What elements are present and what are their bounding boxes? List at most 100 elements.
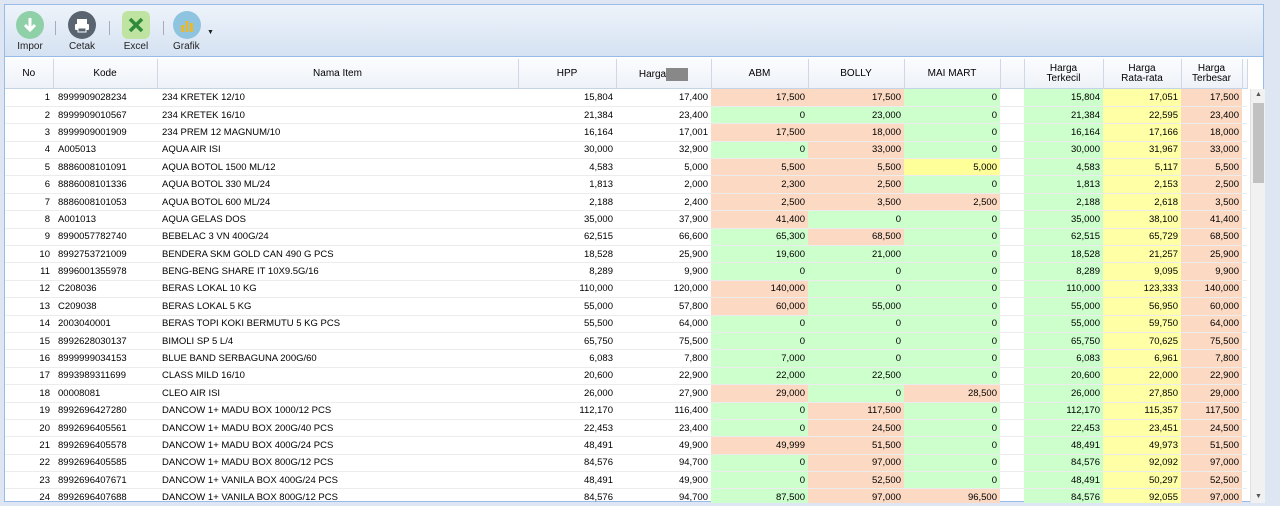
table-row[interactable]: 4 A005013 AQUA AIR ISI 30,000 32,900 0 33,000 0…	[5, 141, 1247, 160]
nama-item-cell: BENDERA SKM GOLD CAN 490 G PCS	[157, 245, 518, 264]
price-grid: No Kode Nama Item HPP Harga ABM BOLLY MA…	[5, 59, 1265, 503]
hpp-cell: 112,170	[518, 402, 616, 420]
abm-cell: 17,500	[711, 123, 808, 142]
end-cell	[1242, 193, 1247, 212]
harga-terkecil-cell: 62,515	[1024, 228, 1103, 247]
table-row[interactable]: 14 2003040001 BERAS TOPI KOKI BERMUTU 5 KG…	[5, 315, 1247, 333]
harga-terbesar-cell: 24,500	[1181, 419, 1242, 438]
harga-cell: 9,900	[616, 262, 711, 281]
print-button[interactable]: Cetak	[65, 11, 99, 55]
table-row[interactable]: 17 8993989311699 CLASS MILD 16/10 20,600 22,…	[5, 367, 1247, 386]
abm-cell: 140,000	[711, 280, 808, 299]
table-row[interactable]: 22 8992696405585 DANCOW 1+ MADU BOX 800G/1…	[5, 454, 1247, 473]
end-cell	[1242, 262, 1247, 281]
scrollbar-thumb[interactable]	[1253, 103, 1264, 183]
harga-cell: 17,001	[616, 123, 711, 142]
col-header-harga-terkecil[interactable]: Harga Terkecil	[1024, 59, 1104, 89]
end-cell	[1242, 141, 1247, 160]
harga-rata-rata-cell: 22,595	[1103, 106, 1181, 125]
row-number: 9	[5, 228, 53, 247]
row-number: 6	[5, 175, 53, 194]
kode-cell: 8886008101053	[53, 193, 157, 212]
table-row[interactable]: 6 8886008101336 AQUA BOTOL 330 ML/24 1,813 2…	[5, 175, 1247, 194]
table-row[interactable]: 8 A001013 AQUA GELAS DOS 35,000 37,900 41,400…	[5, 210, 1247, 229]
table-row[interactable]: 10 8992753721009 BENDERA SKM GOLD CAN 490 …	[5, 245, 1247, 264]
table-row[interactable]: 15 8992628030137 BIMOLI SP 5 L/4 65,750 75,5…	[5, 332, 1247, 351]
printer-icon	[68, 11, 96, 39]
row-number: 24	[5, 488, 53, 503]
col-header-abm[interactable]: ABM	[711, 59, 809, 89]
abm-cell: 0	[711, 454, 808, 473]
end-cell	[1242, 158, 1247, 177]
col-header-mai-mart[interactable]: MAI MART	[904, 59, 1001, 89]
col-header-harga-rata-rata[interactable]: Harga Rata-rata	[1103, 59, 1182, 89]
harga-rata-rata-cell: 56,950	[1103, 297, 1181, 316]
mai-mart-cell: 0	[904, 315, 1000, 333]
table-row[interactable]: 2 8999909010567 234 KRETEK 16/10 21,384 23,4…	[5, 106, 1247, 125]
table-row[interactable]: 24 8992696407688 DANCOW 1+ VANILA BOX 800G…	[5, 488, 1247, 503]
table-row[interactable]: 11 8996001355978 BENG-BENG SHARE IT 10X9.5…	[5, 262, 1247, 281]
table-row[interactable]: 7 8886008101053 AQUA BOTOL 600 ML/24 2,188 2…	[5, 193, 1247, 212]
end-cell	[1242, 210, 1247, 229]
excel-label: Excel	[123, 41, 149, 52]
scroll-down-arrow-icon[interactable]: ▼	[1255, 493, 1262, 500]
chevron-down-icon[interactable]: ▼	[207, 29, 214, 36]
harga-terkecil-cell: 112,170	[1024, 402, 1103, 420]
end-cell	[1242, 89, 1247, 107]
col-header-harga[interactable]: Harga	[616, 59, 712, 89]
abm-cell: 29,000	[711, 384, 808, 403]
hpp-cell: 110,000	[518, 280, 616, 299]
scroll-up-arrow-icon[interactable]: ▲	[1255, 91, 1262, 98]
nama-item-cell: AQUA BOTOL 1500 ML/12	[157, 158, 518, 177]
col-header-kode[interactable]: Kode	[53, 59, 158, 89]
col-header-no[interactable]: No	[5, 59, 54, 89]
harga-terbesar-cell: 17,500	[1181, 89, 1242, 107]
kode-cell: 8992753721009	[53, 245, 157, 264]
harga-terbesar-cell: 75,500	[1181, 332, 1242, 351]
table-row[interactable]: 1 8999909028234 234 KRETEK 12/10 15,804 17,4…	[5, 89, 1247, 107]
kode-cell: 8990057782740	[53, 228, 157, 247]
chart-button[interactable]: Grafik ▼	[171, 11, 214, 55]
table-row[interactable]: 23 8992696407671 DANCOW 1+ VANILA BOX 400G…	[5, 471, 1247, 490]
col-header-hpp[interactable]: HPP	[518, 59, 617, 89]
table-row[interactable]: 3 8999909001909 234 PREM 12 MAGNUM/10 16,16…	[5, 123, 1247, 142]
harga-rata-rata-cell: 31,967	[1103, 141, 1181, 160]
vertical-scrollbar[interactable]: ▲ ▼	[1250, 89, 1265, 503]
col-header-nama-item[interactable]: Nama Item	[157, 59, 519, 89]
bolly-cell: 24,500	[808, 419, 904, 438]
table-row[interactable]: 20 8992696405561 DANCOW 1+ MADU BOX 200G/4…	[5, 419, 1247, 438]
harga-terbesar-cell: 64,000	[1181, 315, 1242, 333]
nama-item-cell: DANCOW 1+ MADU BOX 1000/12 PCS	[157, 402, 518, 420]
nama-item-cell: BERAS TOPI KOKI BERMUTU 5 KG PCS	[157, 315, 518, 333]
table-row[interactable]: 12 C208036 BERAS LOKAL 10 KG 110,000 120,000…	[5, 280, 1247, 299]
col-header-bolly[interactable]: BOLLY	[808, 59, 905, 89]
spacer-cell	[1000, 488, 1024, 503]
table-row[interactable]: 18 00008081 CLEO AIR ISI 26,000 27,900 29,000…	[5, 384, 1247, 403]
row-number: 14	[5, 315, 53, 333]
harga-rata-rata-cell: 123,333	[1103, 280, 1181, 299]
table-row[interactable]: 16 8999999034153 BLUE BAND SERBAGUNA 200G/…	[5, 349, 1247, 368]
import-button[interactable]: Impor	[13, 11, 47, 55]
spacer-cell	[1000, 280, 1024, 299]
table-row[interactable]: 5 8886008101091 AQUA BOTOL 1500 ML/12 4,583…	[5, 158, 1247, 177]
excel-button[interactable]: Excel	[119, 11, 153, 55]
nama-item-cell: AQUA BOTOL 600 ML/24	[157, 193, 518, 212]
col-header-harga-terbesar[interactable]: Harga Terbesar	[1181, 59, 1243, 89]
row-number: 12	[5, 280, 53, 299]
table-row[interactable]: 9 8990057782740 BEBELAC 3 VN 400G/24 62,515…	[5, 228, 1247, 247]
kode-cell: 8999999034153	[53, 349, 157, 368]
abm-cell: 0	[711, 262, 808, 281]
table-row[interactable]: 13 C209038 BERAS LOKAL 5 KG 55,000 57,800 60,…	[5, 297, 1247, 316]
harga-terkecil-cell: 30,000	[1024, 141, 1103, 160]
table-row[interactable]: 19 8992696427280 DANCOW 1+ MADU BOX 1000/1…	[5, 402, 1247, 420]
bolly-cell: 117,500	[808, 402, 904, 420]
harga-terbesar-cell: 3,500	[1181, 193, 1242, 212]
spacer-cell	[1000, 210, 1024, 229]
bolly-cell: 21,000	[808, 245, 904, 264]
spacer-cell	[1000, 384, 1024, 403]
mai-mart-cell: 0	[904, 141, 1000, 160]
table-row[interactable]: 21 8992696405578 DANCOW 1+ MADU BOX 400G/2…	[5, 436, 1247, 455]
nama-item-cell: BERAS LOKAL 10 KG	[157, 280, 518, 299]
mai-mart-cell: 0	[904, 454, 1000, 473]
end-cell	[1242, 245, 1247, 264]
